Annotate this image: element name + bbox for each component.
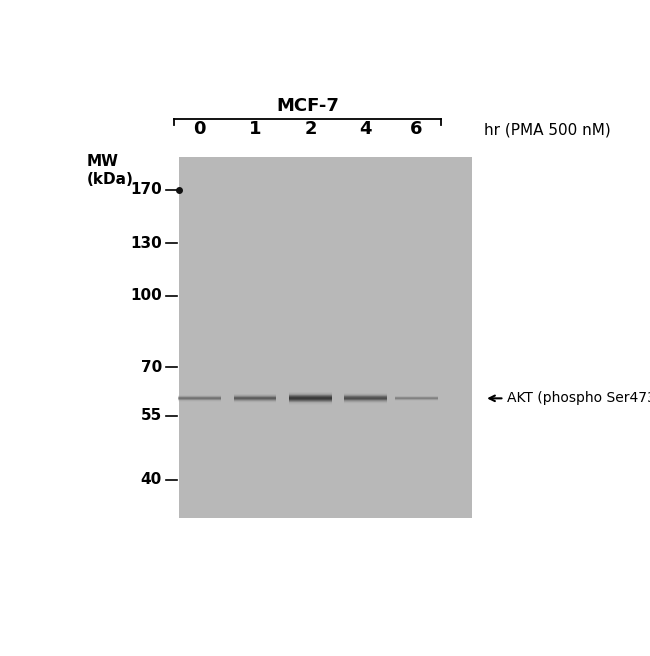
Bar (179, 157, 472, 518)
Text: MW
(kDa): MW (kDa) (86, 155, 133, 187)
Text: 70: 70 (140, 360, 162, 375)
Text: 0: 0 (194, 120, 206, 138)
Text: MCF-7: MCF-7 (276, 97, 339, 115)
Text: AKT (phospho Ser473): AKT (phospho Ser473) (507, 392, 650, 405)
Text: 6: 6 (410, 120, 422, 138)
Text: 2: 2 (304, 120, 317, 138)
Text: 100: 100 (130, 289, 162, 304)
Text: hr (PMA 500 nM): hr (PMA 500 nM) (484, 123, 611, 138)
Text: 4: 4 (359, 120, 372, 138)
Text: 55: 55 (140, 408, 162, 423)
Text: 40: 40 (140, 472, 162, 487)
Text: 130: 130 (130, 236, 162, 251)
Text: 170: 170 (130, 182, 162, 197)
Text: 1: 1 (249, 120, 261, 138)
